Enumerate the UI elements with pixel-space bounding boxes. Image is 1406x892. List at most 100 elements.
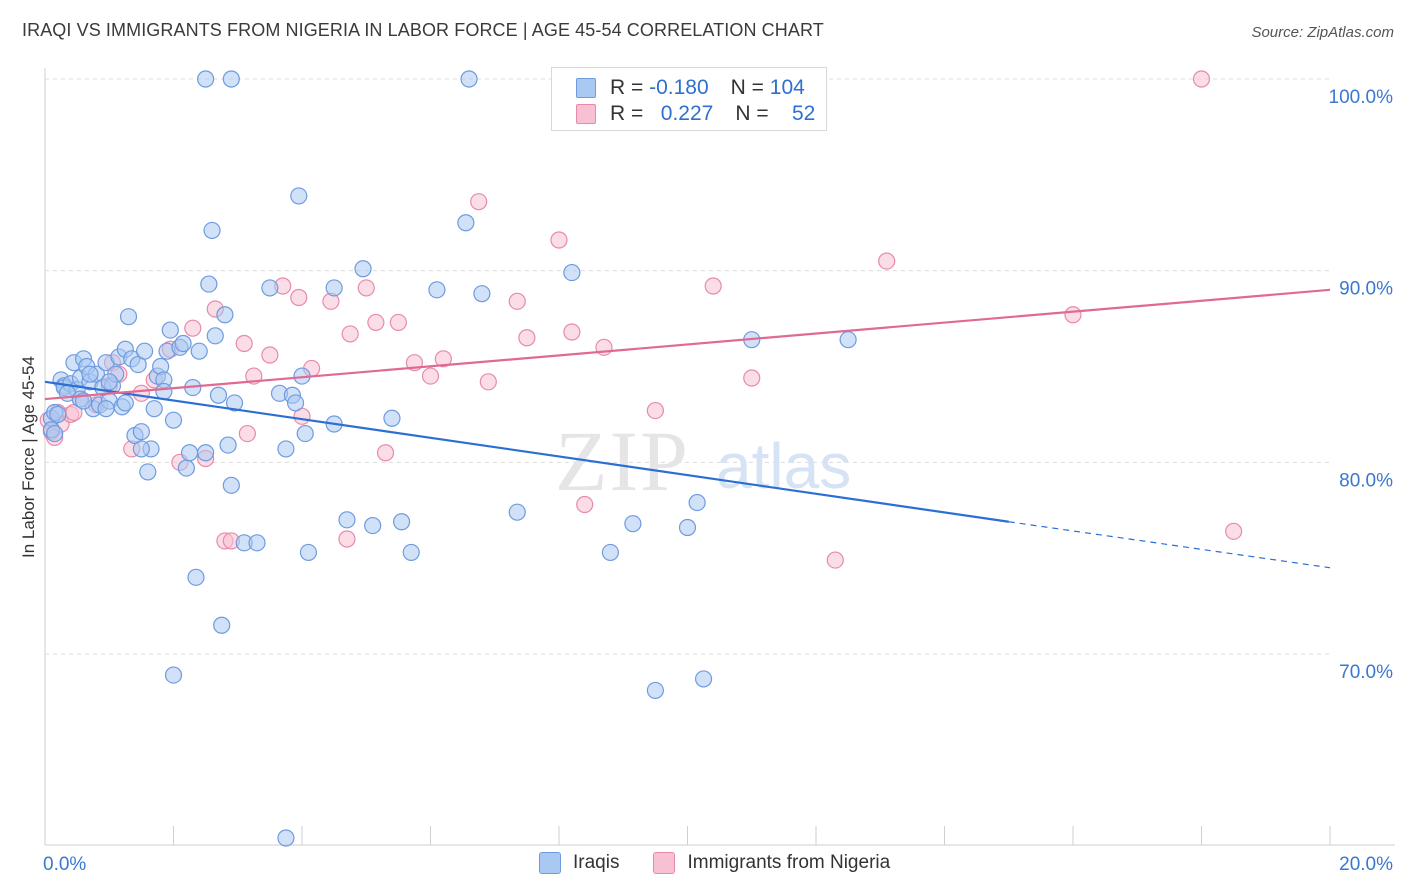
iraqi-point <box>354 260 372 278</box>
iraqi-point <box>190 342 208 360</box>
nigeria-point <box>508 292 526 310</box>
nigeria-point <box>826 551 844 569</box>
iraqi-point <box>646 681 664 700</box>
iraqi-point <box>473 285 491 303</box>
iraqi-point <box>601 543 620 562</box>
iraqi-point <box>197 70 215 88</box>
legend-row-nigeria: R = 0.227 N = 52 <box>576 101 815 127</box>
iraqi-point <box>325 279 343 297</box>
nigeria-point <box>550 231 568 249</box>
iraqi-point <box>180 444 199 462</box>
nigeria-point <box>434 350 452 368</box>
nigeria-point <box>132 384 150 402</box>
nigeria-point <box>1225 522 1243 540</box>
nigeria-point <box>184 319 202 337</box>
watermark-zip: ZIP <box>555 413 690 509</box>
nigeria-point <box>479 373 497 391</box>
iraqi-point <box>161 321 179 339</box>
y-tick-label: 70.0% <box>1339 662 1393 683</box>
nigeria-point <box>421 367 440 385</box>
iraqi-point <box>392 513 411 531</box>
iraqi-point <box>132 423 150 441</box>
iraqi-point <box>225 394 244 412</box>
iraqi-point <box>213 616 231 634</box>
legend-label-nigeria: Immigrants from Nigeria <box>687 852 891 873</box>
iraqi-point <box>49 405 67 424</box>
nigeria-point <box>389 313 407 332</box>
x-tick-label: 0.0% <box>43 854 86 875</box>
iraqi-point <box>248 534 266 552</box>
iraqi-point <box>296 424 314 443</box>
y-tick-label: 90.0% <box>1339 279 1393 300</box>
iraqi-point <box>203 221 221 240</box>
iraqi-point <box>132 440 150 458</box>
nigeria-point <box>341 325 359 343</box>
iraqi-point <box>216 306 234 324</box>
nigeria-point <box>518 329 536 347</box>
legend-r-value: 0.227 <box>660 102 714 125</box>
legend-n-value: 52 <box>791 102 816 125</box>
correlation-legend: R = -0.180 N = 104 R = 0.227 N = 52 <box>551 67 827 131</box>
iraqi-point <box>678 518 697 537</box>
iraqi-point <box>286 394 305 412</box>
legend-swatch-iraqis <box>576 78 596 98</box>
iraqi-point <box>139 463 157 481</box>
iraqi-point <box>839 331 857 349</box>
source-label: Source: ZipAtlas.com <box>1251 24 1394 41</box>
nigeria-point <box>261 346 279 364</box>
iraqi-point <box>428 281 446 299</box>
iraqi-point <box>688 493 706 512</box>
legend-n-value: 104 <box>769 76 805 99</box>
iraqi-point <box>116 394 134 412</box>
legend-item-nigeria[interactable]: Immigrants from Nigeria <box>653 852 890 874</box>
iraqi-point <box>277 440 295 458</box>
legend-label-iraqis: Iraqis <box>573 852 620 873</box>
nigeria-point <box>290 288 308 307</box>
legend-r-value: -0.180 <box>649 76 709 99</box>
iraqi-point <box>222 70 240 88</box>
nigeria-point <box>376 444 395 462</box>
nigeria-point <box>743 369 761 387</box>
iraqi-point <box>338 511 356 529</box>
nigeria-point <box>235 334 253 353</box>
iraqi-point <box>508 503 526 521</box>
legend-item-iraqis[interactable]: Iraqis <box>539 852 619 874</box>
nigeria-point <box>878 252 896 270</box>
nigeria-point <box>238 424 256 443</box>
iraqi-point <box>206 327 224 345</box>
legend-r-label: R = <box>610 102 644 125</box>
iraqi-point <box>46 424 64 443</box>
iraqi-point <box>174 334 192 353</box>
iraqi-point <box>100 373 118 391</box>
iraqi-point <box>299 543 318 562</box>
iraqi-point <box>177 459 195 477</box>
nigeria-point <box>646 401 664 420</box>
iraqi-point <box>197 444 215 462</box>
chart-title: IRAQI VS IMMIGRANTS FROM NIGERIA IN LABO… <box>22 20 824 40</box>
iraqi-point <box>364 516 382 535</box>
y-tick-label: 100.0% <box>1329 87 1394 108</box>
iraqi-point <box>209 386 228 404</box>
iraqi-point <box>563 263 581 282</box>
grid-lines <box>45 78 1330 655</box>
nigeria-point <box>470 193 488 211</box>
nigeria-point <box>704 277 722 295</box>
watermark: ZIP atlas <box>555 413 851 509</box>
iraqi-point <box>145 400 163 418</box>
nigeria-point <box>367 313 385 332</box>
tick-labels: 70.0% 80.0% 90.0% 100.0% 0.0% 20.0% <box>43 87 1393 875</box>
nigeria-point <box>1064 306 1082 324</box>
iraqi-point <box>402 543 420 562</box>
nigeria-point <box>576 495 594 514</box>
legend-r-label: R = <box>610 76 644 99</box>
iraqi-point <box>81 365 99 383</box>
y-axis-label: In Labor Force | Age 45-54 <box>19 356 38 558</box>
nigeria-point <box>338 530 356 548</box>
legend-row-iraqis: R = -0.180 N = 104 <box>576 75 805 101</box>
iraqi-point <box>290 187 308 205</box>
data-points <box>39 70 1243 847</box>
iraqi-point <box>460 70 478 88</box>
iraqi-point <box>457 214 475 232</box>
legend-n-label: N = <box>735 102 769 125</box>
